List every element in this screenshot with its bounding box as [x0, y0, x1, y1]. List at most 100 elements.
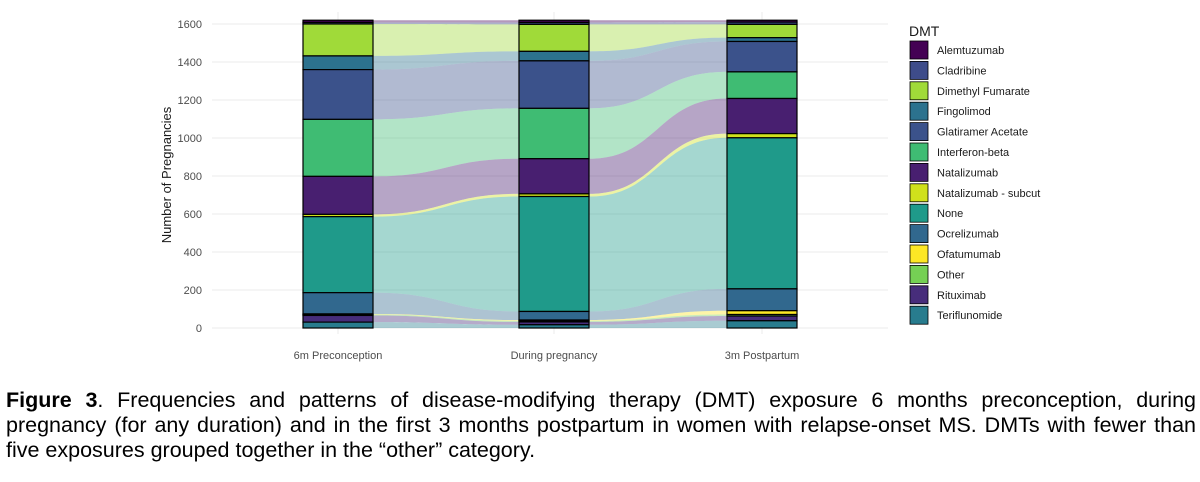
legend-label: Rituximab: [937, 290, 986, 302]
flow-dimethyl-fumarate: [373, 24, 519, 56]
flow-glatiramer-acetate: [373, 60, 519, 120]
flow-alemtuzumab: [589, 20, 727, 23]
legend-label: Other: [937, 269, 965, 281]
figure-caption: Figure 3. Frequencies and patterns of di…: [6, 388, 1196, 463]
legend-swatch: [909, 305, 929, 325]
chart-canvas: 0 200 400 600 800 1000 1200 1400 1600 6m Preconce…: [159, 12, 1040, 362]
caption-text: . Frequencies and patterns of disease-mo…: [6, 388, 1196, 462]
flow-dimethyl-fumarate: [589, 24, 727, 52]
stratum-teriflunomide: [518, 324, 590, 329]
flow-ocrelizumab: [373, 292, 519, 321]
y-tick-label: 1000: [178, 133, 202, 145]
flow-natalizumab: [589, 98, 727, 194]
flow-cladribine: [589, 22, 727, 25]
caption-label: Figure 3: [6, 388, 98, 412]
x-tick-label: 3m Postpartum: [725, 350, 800, 362]
flow-ofatumumab: [589, 310, 727, 321]
stratum-teriflunomide: [726, 320, 798, 329]
stratum-interferon-beta: [726, 71, 798, 100]
y-tick-label: 1400: [178, 57, 202, 69]
stratum-natalizumab: [302, 175, 374, 215]
stratum-glatiramer-acetate: [518, 60, 590, 109]
stratum-ocrelizumab: [302, 292, 374, 315]
flow-rituximab: [589, 316, 727, 325]
legend-label: Glatiramer Acetate: [937, 127, 1028, 139]
stratum-fingolimod: [518, 50, 590, 62]
x-tick-label: 6m Preconception: [294, 350, 383, 362]
stratum-none: [726, 137, 798, 290]
x-tick-label: During pregnancy: [511, 350, 598, 362]
legend-label: Ocrelizumab: [937, 229, 999, 241]
legend-label: Ofatumumab: [937, 249, 1001, 261]
legend-label: Cladribine: [937, 65, 987, 77]
stratum-natalizumab: [726, 97, 798, 135]
stratum-interferon-beta: [302, 118, 374, 177]
y-tick-label: 1600: [178, 19, 202, 31]
flow-cladribine: [373, 22, 519, 25]
flow-natalizumab-subcut: [589, 133, 727, 197]
flow-teriflunomide: [373, 322, 519, 328]
legend-label: Teriflunomide: [937, 310, 1002, 322]
legend-label: Interferon-beta: [937, 147, 1010, 159]
stratum-ocrelizumab: [518, 310, 590, 321]
legend-label: Natalizumab - subcut: [937, 188, 1040, 200]
legend-swatch: [909, 101, 929, 121]
legend-swatch: [909, 244, 929, 264]
legend-label: Alemtuzumab: [937, 45, 1004, 57]
flow-glatiramer-acetate: [589, 41, 727, 109]
legend-label: Fingolimod: [937, 106, 991, 118]
y-tick-label: 200: [184, 285, 202, 297]
stratum-dimethyl-fumarate: [726, 23, 798, 39]
flow-fingolimod: [373, 51, 519, 70]
flow-ofatumumab: [373, 313, 519, 321]
flow-fingolimod: [589, 37, 727, 61]
stratum-rituximab: [726, 315, 798, 322]
legend-swatch: [909, 203, 929, 223]
flow-teriflunomide: [589, 320, 727, 328]
flow-alemtuzumab: [373, 20, 519, 23]
legend-label: Dimethyl Fumarate: [937, 86, 1030, 98]
stratum-ocrelizumab: [726, 288, 798, 312]
legend-swatch: [909, 264, 929, 284]
legend: DMT Alemtuzumab Cladribine Dimethyl Fumarat…: [909, 23, 1040, 325]
flow-natalizumab: [373, 158, 519, 215]
y-tick-label: 1200: [178, 95, 202, 107]
flows: [373, 20, 727, 328]
stratum-none: [302, 216, 374, 294]
flow-ocrelizumab: [589, 288, 727, 321]
flow-other: [373, 314, 519, 322]
legend-swatch: [909, 183, 929, 203]
y-tick-label: 400: [184, 247, 202, 259]
flow-natalizumab-subcut: [373, 193, 519, 217]
stratum-fingolimod: [302, 55, 374, 71]
flow-other: [589, 314, 727, 322]
stratum-dimethyl-fumarate: [302, 23, 374, 57]
flow-none: [589, 137, 727, 312]
legend-swatch: [909, 61, 929, 80]
strata: [302, 19, 798, 329]
legend-swatch: [909, 40, 929, 60]
flow-interferon-beta: [589, 71, 727, 159]
flow-interferon-beta: [373, 108, 519, 177]
stratum-natalizumab: [518, 158, 590, 195]
legend-swatch: [909, 122, 929, 141]
stratum-dimethyl-fumarate: [518, 23, 590, 52]
alluvial-chart: 0 200 400 600 800 1000 1200 1400 1600 6m Preconce…: [159, 12, 1040, 362]
legend-swatch: [909, 142, 929, 162]
y-tick-label: 600: [184, 209, 202, 221]
stratum-rituximab: [302, 314, 374, 323]
legend-swatch: [909, 162, 929, 182]
stratum-teriflunomide: [302, 321, 374, 329]
legend-label: Natalizumab: [937, 167, 998, 179]
y-tick-label: 0: [196, 323, 202, 335]
legend-swatch: [909, 224, 929, 244]
legend-title: DMT: [909, 23, 940, 39]
legend-swatch: [909, 285, 929, 305]
y-tick-label: 800: [184, 171, 202, 183]
legend-swatch: [909, 81, 929, 101]
flow-rituximab: [373, 315, 519, 325]
flow-none: [373, 196, 519, 312]
stratum-interferon-beta: [518, 107, 590, 160]
stratum-glatiramer-acetate: [726, 40, 798, 73]
legend-label: None: [937, 208, 963, 220]
